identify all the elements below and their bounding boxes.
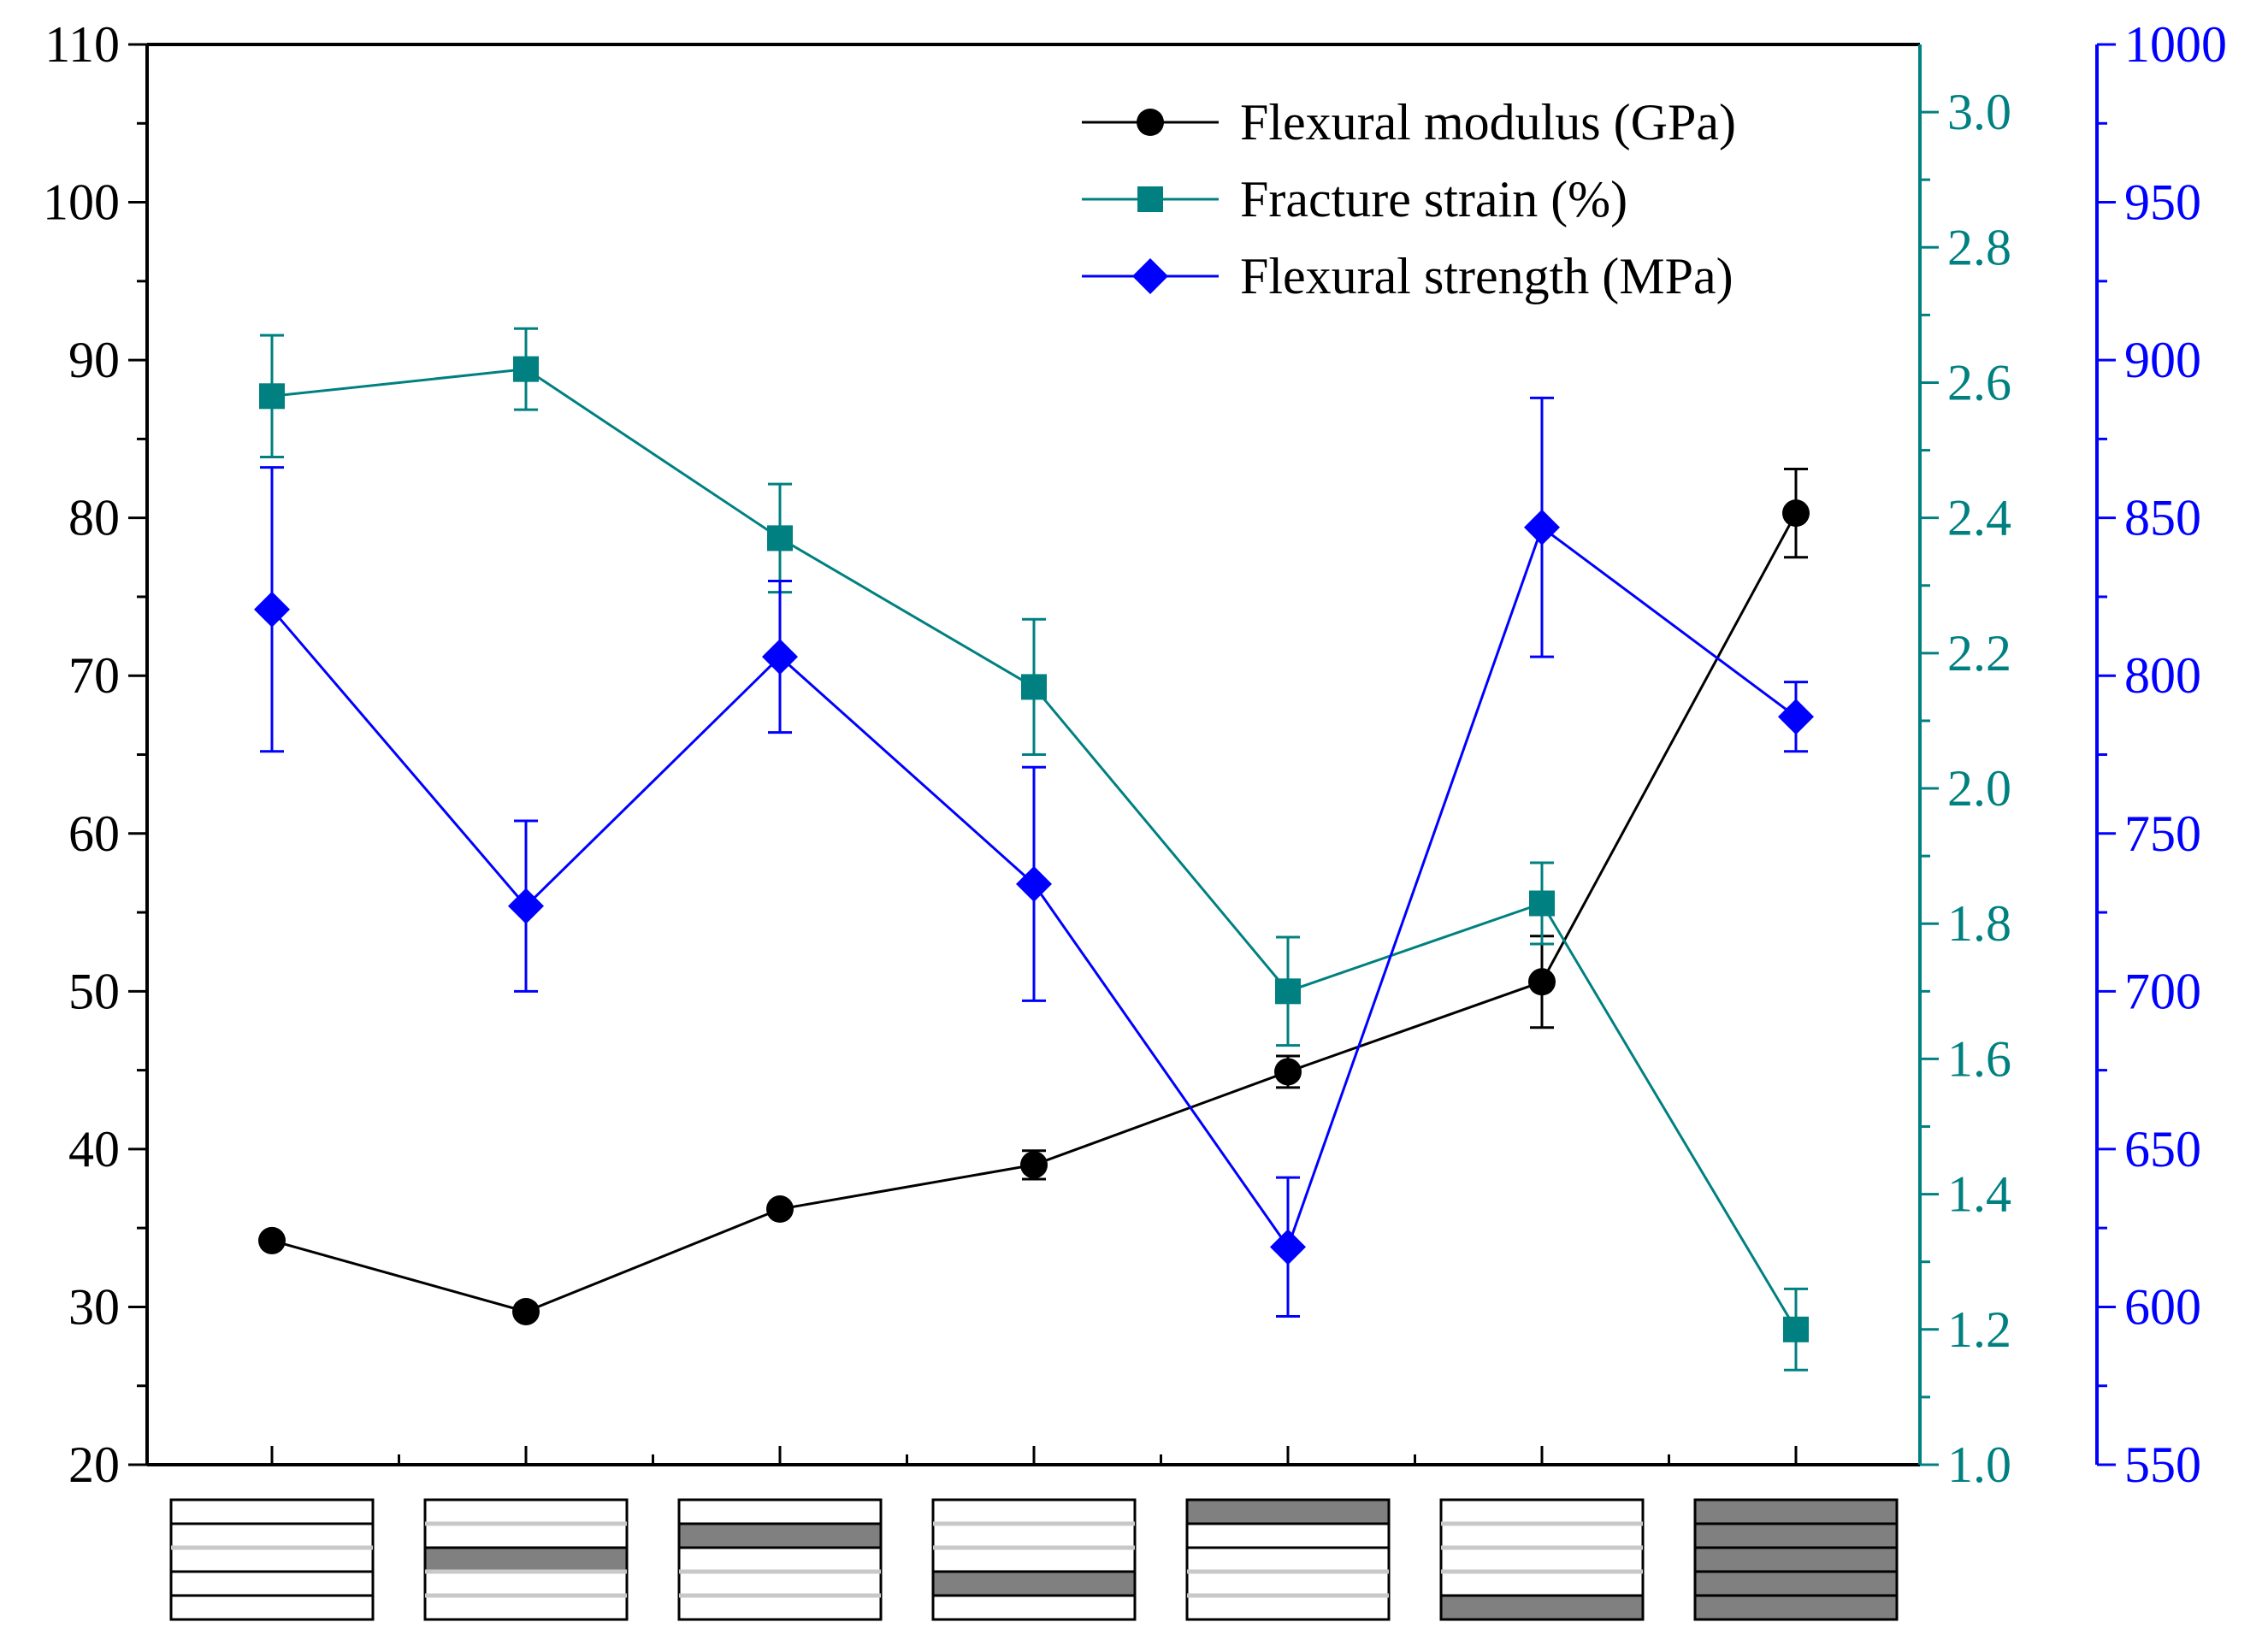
layup-diagram: [169, 1498, 375, 1621]
series-layer: [254, 327, 1814, 1372]
right1-tick-label: 1.2: [1947, 1301, 2011, 1358]
data-point: [1778, 699, 1814, 735]
right2-tick-label: 800: [2124, 647, 2201, 704]
data-point: [258, 1226, 286, 1254]
layup-diagram: [931, 1498, 1137, 1621]
right1-tick-label: 2.6: [1947, 354, 2011, 410]
left-tick-label: 90: [68, 332, 120, 388]
layup-outline: [677, 1498, 883, 1621]
data-point: [762, 639, 798, 675]
dark-layer: [933, 1572, 1135, 1596]
legend-entry-strength: Flexural strength (MPa): [1082, 248, 1733, 304]
data-point: [1782, 499, 1810, 528]
data-point: [1524, 509, 1560, 546]
legend: Flexural modulus (GPa) Fracture strain (…: [1082, 94, 1736, 304]
left-tick-label: 70: [68, 647, 120, 704]
left-tick-label: 30: [68, 1278, 120, 1335]
layup-diagram: [1185, 1498, 1391, 1621]
legend-label-strength: Flexural strength (MPa): [1240, 248, 1733, 304]
dark-layer: [1695, 1548, 1897, 1572]
left-tick-label: 40: [68, 1121, 120, 1177]
dark-layer: [1441, 1596, 1643, 1619]
dark-layer: [679, 1524, 881, 1548]
data-point: [1783, 1316, 1809, 1342]
right1-tick-label: 3.0: [1947, 84, 2011, 140]
data-point: [1529, 890, 1555, 917]
data-point: [1016, 865, 1052, 902]
right1-tick-label: 2.0: [1947, 760, 2011, 817]
right2-tick-label: 550: [2124, 1436, 2201, 1493]
layup-diagram: [677, 1498, 883, 1621]
data-point: [1275, 978, 1301, 1005]
layup-diagram: [1439, 1498, 1645, 1621]
dark-layer: [1695, 1500, 1897, 1524]
left-tick-label: 50: [68, 963, 120, 1019]
data-point: [254, 591, 290, 628]
right2-tick-label: 700: [2124, 963, 2201, 1019]
right1-tick-label: 1.8: [1947, 895, 2011, 952]
data-point: [767, 525, 793, 552]
right2-tick-label: 1000: [2124, 16, 2227, 73]
data-point: [1021, 674, 1047, 700]
layup-outline: [1693, 1498, 1899, 1621]
legend-label-modulus: Flexural modulus (GPa): [1240, 94, 1736, 150]
data-point: [1020, 1151, 1048, 1179]
data-point: [508, 888, 544, 924]
left-tick-label: 80: [68, 490, 120, 546]
right2-tick-label: 900: [2124, 332, 2201, 388]
layup-diagram: [1693, 1498, 1899, 1621]
dark-layer: [1695, 1572, 1897, 1596]
right2-tick-label: 650: [2124, 1121, 2201, 1177]
data-point: [259, 383, 285, 410]
layup-outline: [1439, 1498, 1645, 1621]
right1-tick-label: 2.4: [1947, 490, 2011, 546]
layup-diagram: [423, 1498, 629, 1621]
right2-tick-label: 850: [2124, 490, 2201, 546]
data-point: [1528, 968, 1556, 996]
layup-outline: [1185, 1498, 1391, 1621]
data-point: [1274, 1058, 1302, 1086]
data-point: [513, 356, 539, 382]
data-point: [1270, 1229, 1306, 1265]
dark-layer: [425, 1548, 627, 1572]
right1-tick-label: 1.0: [1947, 1436, 2011, 1493]
legend-entry-modulus: Flexural modulus (GPa): [1082, 94, 1736, 150]
dark-layer: [1187, 1500, 1389, 1524]
layup-diagrams: [169, 1498, 1899, 1621]
dark-layer: [1695, 1596, 1897, 1619]
layup-outline: [423, 1498, 629, 1621]
data-point: [766, 1195, 794, 1224]
right1-tick-label: 1.6: [1947, 1030, 2011, 1087]
left-tick-label: 100: [43, 174, 120, 231]
layup-outline: [169, 1498, 375, 1621]
right2-tick-label: 950: [2124, 174, 2201, 231]
right1-tick-label: 2.8: [1947, 219, 2011, 275]
legend-entry-strain: Fracture strain (%): [1082, 171, 1627, 227]
right1-tick-label: 1.4: [1947, 1166, 2011, 1223]
dark-layer: [1695, 1524, 1897, 1548]
layup-outline: [931, 1498, 1137, 1621]
right2-tick-label: 600: [2124, 1278, 2201, 1335]
axes-layer: 20 30 40 50 60 70 80 90 100 110 1.0 1.2 1.4 1.6 1.8 2.0…: [43, 16, 2227, 1493]
right1-tick-label: 2.2: [1947, 625, 2011, 681]
left-tick-label: 60: [68, 805, 120, 862]
legend-label-strain: Fracture strain (%): [1240, 171, 1627, 227]
left-tick-label: 110: [44, 16, 120, 73]
right2-tick-label: 750: [2124, 805, 2201, 862]
left-tick-label: 20: [68, 1436, 120, 1493]
data-point: [512, 1297, 540, 1325]
